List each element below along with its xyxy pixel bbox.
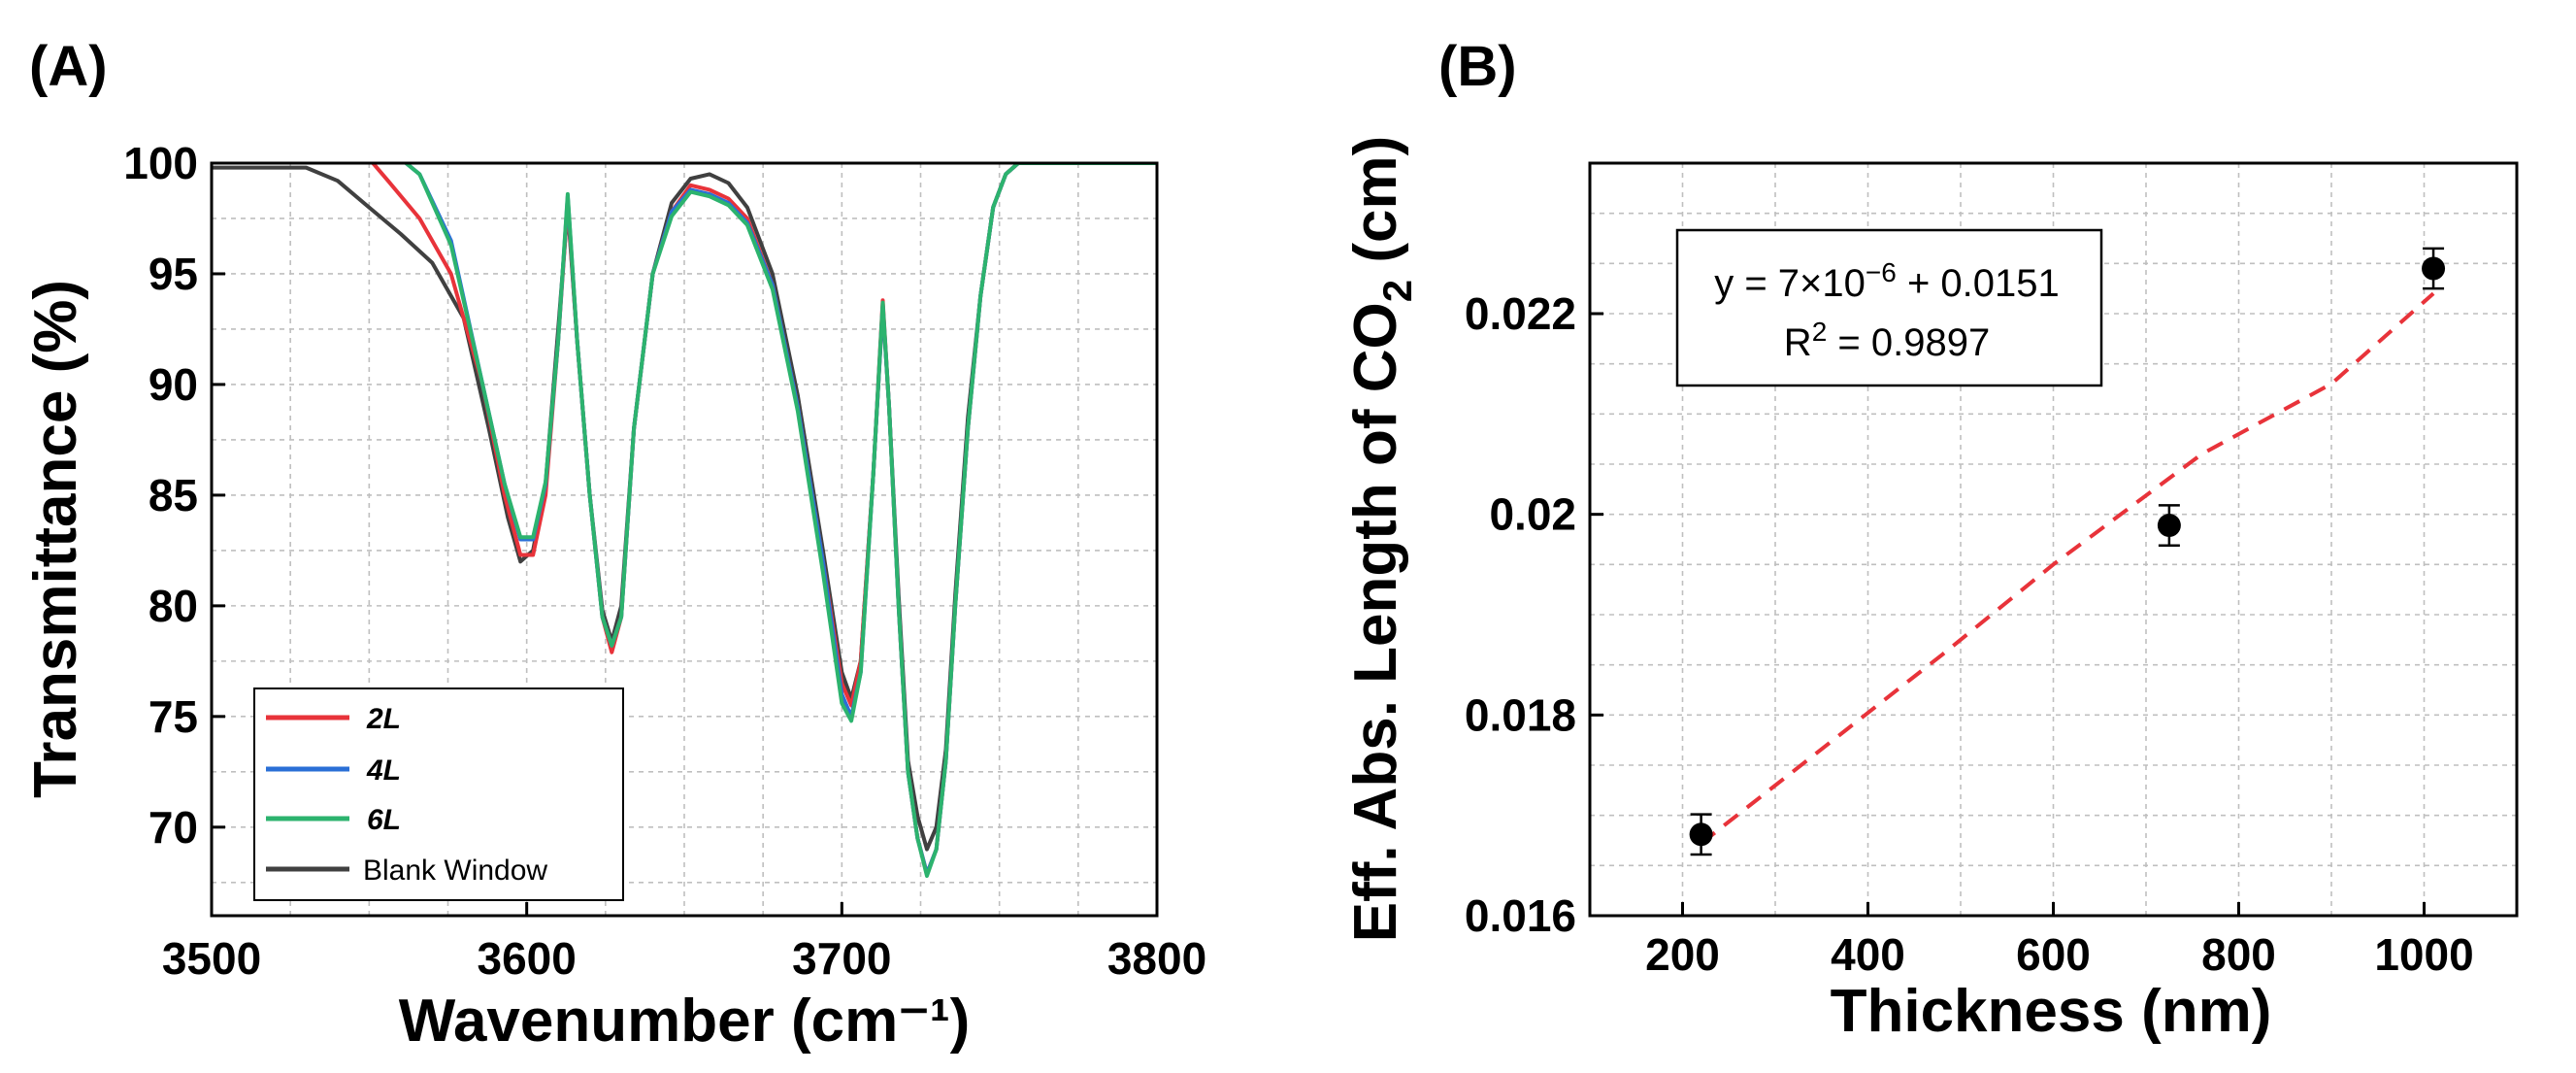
y-tick-label: 95 — [149, 249, 198, 299]
y-tick-label: 80 — [149, 581, 198, 631]
data-point — [2157, 514, 2181, 538]
y-tick-label: 0.018 — [1465, 689, 1576, 740]
series-line-6l — [403, 163, 1157, 878]
y-tick-label: 85 — [149, 470, 198, 520]
panel-a-x-ticks: 3500 3600 3700 3800 — [162, 902, 1206, 984]
x-tick-label: 200 — [1645, 929, 1720, 980]
panel-a-y-ticks: 70 75 80 85 90 95 100 — [123, 138, 225, 853]
panel-a-x-axis-title: Wavenumber (cm⁻¹) — [399, 988, 971, 1055]
panel-b-y-axis-title-subscript: 2 — [1374, 280, 1420, 302]
fit-equation-box: y = 7×10−6 + 0.0151 R2 = 0.9897 — [1675, 228, 2103, 387]
panel-b-x-ticks: 200 400 600 800 1000 — [1645, 902, 2474, 980]
x-tick-label: 800 — [2201, 929, 2276, 980]
x-tick-label: 1000 — [2374, 929, 2473, 980]
fit-equation-exponent: −6 — [1866, 257, 1897, 287]
x-tick-label: 3700 — [792, 933, 891, 984]
y-tick-label: 0.02 — [1489, 489, 1576, 540]
panel-b-y-axis-title-main: Eff. Abs. Length of CO — [1342, 302, 1409, 942]
y-tick-label: 90 — [149, 359, 198, 410]
x-tick-label: 3500 — [162, 933, 261, 984]
fit-equation-frame — [1675, 228, 2103, 387]
y-tick-label: 70 — [149, 802, 198, 853]
panel-a: (A) 70 75 80 85 90 95 100 3500 3600 3700 3800 Wav… — [22, 35, 1206, 1055]
data-point — [1689, 822, 1713, 847]
x-tick-label: 3800 — [1107, 933, 1206, 984]
panel-b-y-axis-title: Eff. Abs. Length of CO2 (cm) — [1342, 136, 1420, 942]
fit-equation-tail: + 0.0151 — [1897, 262, 2060, 305]
panel-b-label: (B) — [1438, 35, 1517, 98]
fit-r-squared-main: R — [1784, 321, 1812, 364]
y-tick-label: 100 — [123, 138, 198, 188]
x-tick-label: 3600 — [477, 933, 576, 984]
panel-a-y-axis-title: Transmittance (%) — [22, 280, 89, 798]
legend-label-2l: 2L — [366, 703, 401, 735]
panel-a-series — [212, 163, 1157, 878]
fit-equation-main: y = 7×10 — [1714, 262, 1866, 305]
panel-a-plot-frame — [210, 161, 1159, 918]
data-point — [2422, 256, 2446, 281]
y-tick-label: 0.016 — [1465, 890, 1576, 941]
x-tick-label: 400 — [1831, 929, 1905, 980]
fit-r-squared-exponent: 2 — [1812, 317, 1828, 347]
panel-b: (B) 0.016 0.018 0.02 0.022 200 400 600 800 1000… — [1342, 35, 2519, 1045]
panel-a-legend: 2L 4L 6L Blank Window — [253, 687, 624, 901]
y-tick-label: 75 — [149, 691, 198, 742]
legend-box — [253, 687, 624, 901]
panel-b-y-ticks: 0.016 0.018 0.02 0.022 — [1465, 288, 1603, 941]
panel-b-data-points — [1689, 247, 2446, 856]
x-tick-label: 600 — [2016, 929, 2091, 980]
fit-equation: y = 7×10−6 + 0.0151 — [1714, 257, 2060, 305]
legend-label-blank-window: Blank Window — [363, 855, 547, 887]
panel-b-y-axis-title-unit: (cm) — [1342, 136, 1409, 280]
fit-r-squared: R2 = 0.9897 — [1784, 317, 1990, 364]
fit-r-squared-tail: = 0.9897 — [1827, 321, 1990, 364]
panel-a-label: (A) — [29, 35, 108, 98]
legend-label-4l: 4L — [366, 754, 401, 787]
panel-b-x-axis-title: Thickness (nm) — [1831, 978, 2272, 1045]
legend-label-6l: 6L — [367, 804, 401, 836]
y-tick-label: 0.022 — [1465, 288, 1576, 339]
